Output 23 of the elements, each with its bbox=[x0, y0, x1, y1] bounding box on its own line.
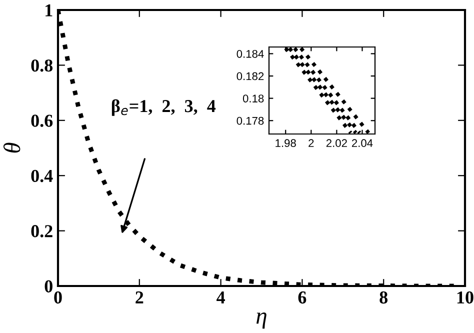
y-axis-title: θ bbox=[3, 142, 20, 153]
y-tick-label: 0.6 bbox=[31, 114, 53, 127]
y-tick-label: 0.4 bbox=[31, 170, 53, 182]
x-tick-label: 2 bbox=[308, 139, 314, 147]
x-axis-title: η bbox=[256, 312, 266, 329]
y-tick-label: 0.178 bbox=[236, 116, 264, 125]
x-tick-label: 6 bbox=[298, 291, 306, 304]
x-tick-label: 2.02 bbox=[326, 139, 347, 148]
y-tick-label: 0 bbox=[44, 280, 52, 292]
y-tick-label: 0.18 bbox=[242, 94, 264, 102]
x-tick-label: 8 bbox=[380, 291, 388, 304]
x-tick-label: 2.04 bbox=[352, 139, 373, 148]
y-tick-label: 0.8 bbox=[31, 59, 53, 72]
x-tick-label: 0 bbox=[54, 291, 62, 304]
y-tick-label: 0.182 bbox=[236, 72, 264, 80]
x-tick-label: 1.98 bbox=[276, 139, 296, 148]
y-tick-label: 0.184 bbox=[236, 50, 264, 58]
annotation: β$_{e}$=1, 2, 3, 4 bbox=[112, 99, 216, 116]
x-tick-label: 2 bbox=[136, 291, 144, 304]
x-tick-label: 10 bbox=[457, 291, 474, 304]
y-tick-label: 1 bbox=[46, 4, 52, 16]
x-tick-label: 4 bbox=[216, 292, 225, 304]
y-tick-label: 0.2 bbox=[31, 225, 52, 238]
